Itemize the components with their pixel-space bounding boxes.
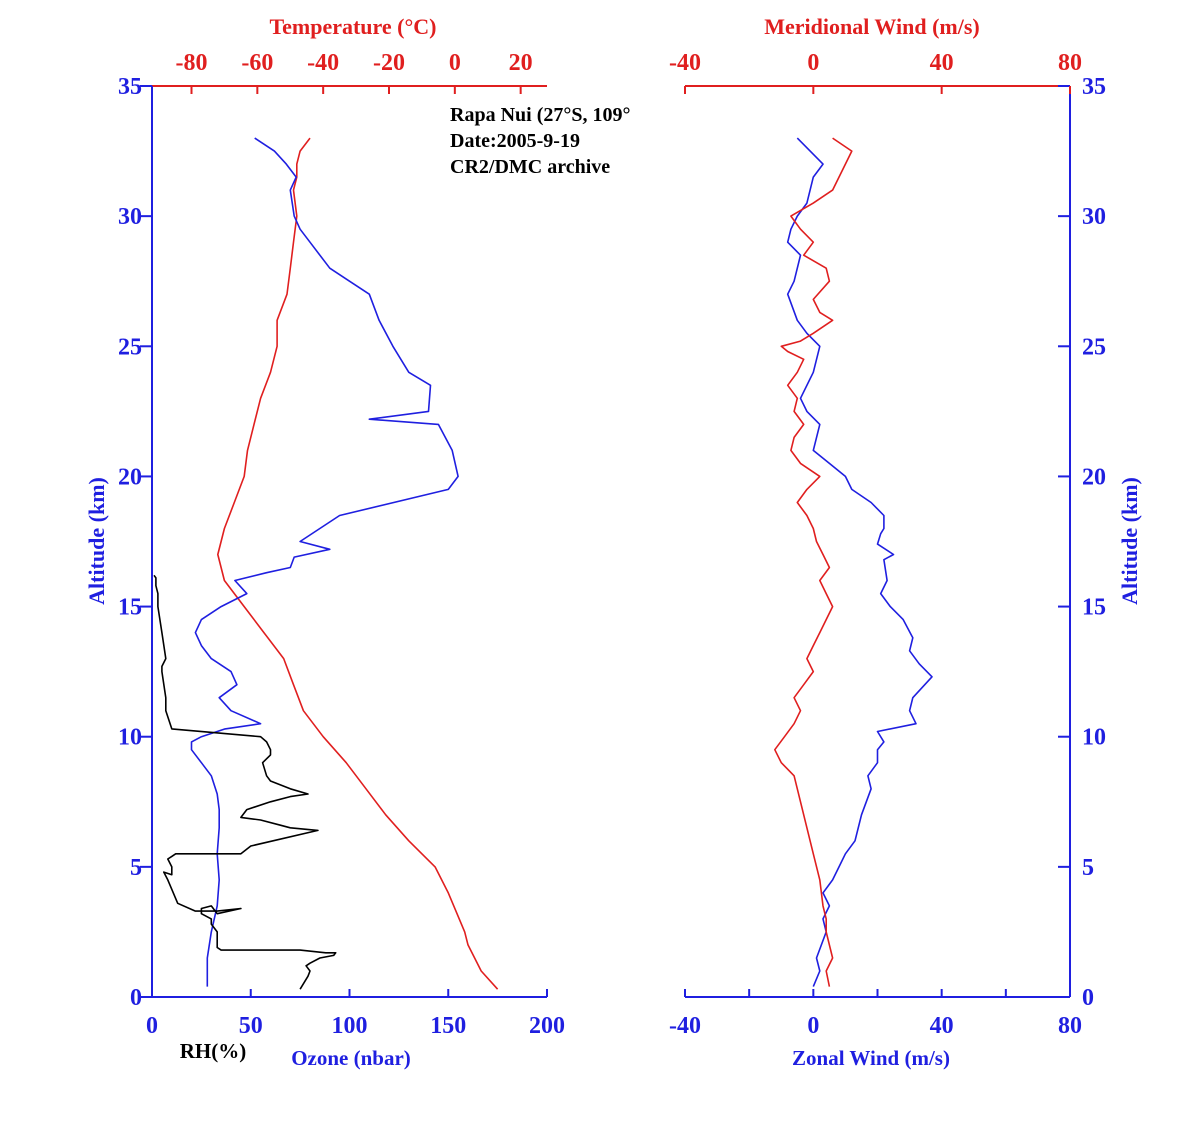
left-top-axis-title: Temperature (°C) xyxy=(269,14,436,39)
annotation-station: Rapa Nui (27°S, 109° xyxy=(450,104,630,126)
meridional-wind-profile-line xyxy=(773,137,853,987)
left-top-x-tick-label: -80 xyxy=(176,50,208,76)
left-y-ticks: 0 5 10 15 20 25 30 35 xyxy=(118,74,152,1011)
right-y-tick-label: 10 xyxy=(1082,725,1106,751)
right-bottom-x-tick-label: 0 xyxy=(807,1013,819,1039)
right-top-axis-title: Meridional Wind (m/s) xyxy=(764,14,980,39)
right-series xyxy=(773,137,933,987)
left-y-tick-label: 0 xyxy=(130,985,142,1011)
right-bottom-axis-title: Zonal Wind (m/s) xyxy=(792,1046,950,1070)
right-bottom-x-ticks: -40 0 40 80 xyxy=(669,989,1082,1039)
rh-axis-title: RH(%) xyxy=(180,1039,247,1063)
left-y-tick-label: 30 xyxy=(118,204,142,230)
left-top-x-ticks: -80 -60 -40 -20 0 20 xyxy=(176,50,533,94)
right-top-x-tick-label: 80 xyxy=(1058,50,1082,76)
left-y-tick-label: 5 xyxy=(130,855,142,881)
left-bottom-x-tick-label: 150 xyxy=(430,1013,466,1039)
right-top-x-ticks: -40 0 40 80 xyxy=(669,50,1082,94)
left-bottom-x-tick-label: 50 xyxy=(239,1013,263,1039)
right-y-ticks: 0 5 10 15 20 25 30 35 xyxy=(1058,74,1106,1011)
left-y-tick-label: 35 xyxy=(118,74,142,100)
right-y-tick-label: 20 xyxy=(1082,464,1106,490)
rh-profile-line xyxy=(153,574,337,990)
ozone-axis-title: Ozone (nbar) xyxy=(291,1046,411,1070)
left-y-tick-label: 20 xyxy=(118,464,142,490)
left-bottom-x-tick-label: 200 xyxy=(529,1013,565,1039)
left-bottom-x-ticks: 0 50 100 150 200 xyxy=(146,989,565,1039)
right-top-x-tick-label: 0 xyxy=(807,50,819,76)
temperature-profile-line xyxy=(217,137,499,990)
right-top-x-tick-label: 40 xyxy=(930,50,954,76)
left-top-x-tick-label: -20 xyxy=(373,50,405,76)
right-panel: 0 5 10 15 20 25 30 35 -40 0 40 80 -40 0 40 80 Meridio… xyxy=(669,14,1142,1070)
ozone-profile-line xyxy=(190,137,459,987)
right-bottom-x-tick-label: 40 xyxy=(930,1013,954,1039)
zonal-wind-profile-line xyxy=(786,137,933,987)
right-y-tick-label: 30 xyxy=(1082,204,1106,230)
left-y-tick-label: 10 xyxy=(118,725,142,751)
left-top-x-tick-label: -40 xyxy=(307,50,339,76)
left-top-x-tick-label: 20 xyxy=(509,50,533,76)
left-y-tick-label: 15 xyxy=(118,595,142,621)
right-y-tick-label: 0 xyxy=(1082,985,1094,1011)
left-bottom-x-tick-label: 100 xyxy=(332,1013,368,1039)
left-series xyxy=(153,137,499,990)
right-y-tick-label: 35 xyxy=(1082,74,1106,100)
right-y-tick-label: 5 xyxy=(1082,855,1094,881)
right-y-tick-label: 15 xyxy=(1082,595,1106,621)
right-y-tick-label: 25 xyxy=(1082,334,1106,360)
left-bottom-x-tick-label: 0 xyxy=(146,1013,158,1039)
right-bottom-x-tick-label: 80 xyxy=(1058,1013,1082,1039)
right-bottom-x-tick-label: -40 xyxy=(669,1013,701,1039)
left-y-tick-label: 25 xyxy=(118,334,142,360)
right-top-x-tick-label: -40 xyxy=(669,50,701,76)
annotation-date: Date:2005-9-19 xyxy=(450,130,580,152)
left-top-x-tick-label: -60 xyxy=(241,50,273,76)
annotation-archive: CR2/DMC archive xyxy=(450,156,610,178)
left-top-x-tick-label: 0 xyxy=(449,50,461,76)
right-y-axis-title: Altitude (km) xyxy=(1117,477,1142,605)
left-y-axis-title: Altitude (km) xyxy=(84,477,109,605)
